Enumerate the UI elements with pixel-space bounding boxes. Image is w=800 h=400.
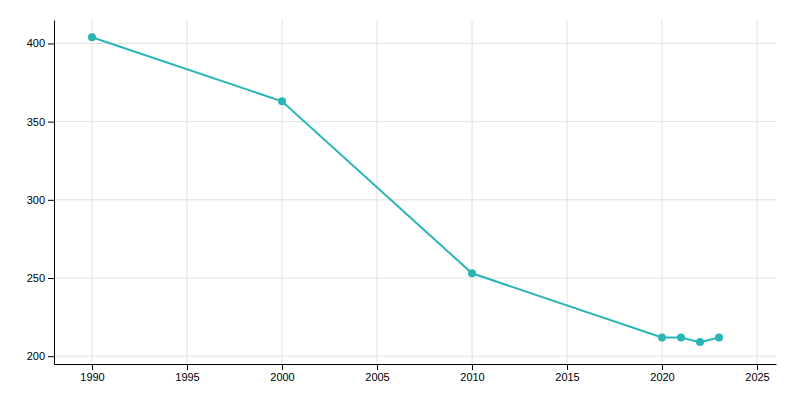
grid-line-y	[54, 43, 776, 44]
grid-line-y	[54, 199, 776, 200]
tick-mark	[48, 43, 54, 44]
chart-svg: 1990 1995 2000 2005 2010 2015 2020 2025 200 250 30…	[0, 0, 800, 400]
marker	[696, 338, 704, 346]
tick: 350	[27, 116, 54, 128]
axis-line	[54, 21, 55, 365]
tick-mark	[757, 364, 758, 370]
grid-line-x	[282, 20, 283, 364]
tick-label: 250	[27, 272, 45, 284]
tick-label: 300	[27, 194, 45, 206]
tick: 1995	[175, 364, 199, 383]
tick-label: 1995	[175, 371, 199, 383]
tick-mark	[662, 364, 663, 370]
marker	[468, 269, 476, 277]
grid-line-y	[54, 356, 776, 357]
tick: 2025	[745, 364, 769, 383]
grid-line-x	[567, 20, 568, 364]
grid-line-x	[92, 20, 93, 364]
tick-label: 350	[27, 116, 45, 128]
grid-line-x	[187, 20, 188, 364]
marker	[677, 333, 685, 341]
series	[88, 33, 723, 346]
tick-label: 2010	[460, 371, 484, 383]
marker	[278, 97, 286, 105]
tick-label: 2005	[365, 371, 389, 383]
y-axis: 200 250 300 350 400	[27, 21, 55, 365]
grid	[54, 20, 776, 364]
marker	[88, 33, 96, 41]
tick-mark	[377, 364, 378, 370]
tick-mark	[48, 122, 54, 123]
tick: 1990	[80, 364, 104, 383]
marker	[658, 333, 666, 341]
tick-mark	[567, 364, 568, 370]
tick-mark	[472, 364, 473, 370]
tick: 2020	[650, 364, 674, 383]
tick-mark	[48, 200, 54, 201]
tick-label: 2020	[650, 371, 674, 383]
tick-label: 200	[27, 350, 45, 362]
tick-mark	[48, 356, 54, 357]
tick-mark	[282, 364, 283, 370]
tick: 2010	[460, 364, 484, 383]
grid-line-x	[757, 20, 758, 364]
tick: 300	[27, 194, 54, 206]
marker	[715, 333, 723, 341]
tick-label: 400	[27, 37, 45, 49]
tick: 400	[27, 37, 54, 49]
axis-line	[55, 364, 777, 365]
tick: 2015	[555, 364, 579, 383]
tick-label: 2015	[555, 371, 579, 383]
tick-label: 2025	[745, 371, 769, 383]
tick-mark	[187, 364, 188, 370]
grid-line-x	[472, 20, 473, 364]
line	[92, 37, 719, 342]
tick: 200	[27, 350, 54, 362]
tick: 2005	[365, 364, 389, 383]
tick-mark	[48, 278, 54, 279]
tick-label: 2000	[270, 371, 294, 383]
grid-line-y	[54, 121, 776, 122]
tick: 250	[27, 272, 54, 284]
grid-line-x	[662, 20, 663, 364]
tick-label: 1990	[80, 371, 104, 383]
grid-line-y	[54, 278, 776, 279]
x-axis: 1990 1995 2000 2005 2010 2015 2020 2025	[55, 364, 777, 383]
tick-mark	[92, 364, 93, 370]
tick: 2000	[270, 364, 294, 383]
plot-area: 1990 1995 2000 2005 2010 2015 2020 2025 200 250 30…	[27, 20, 777, 383]
chart-container: 1990 1995 2000 2005 2010 2015 2020 2025 200 250 30…	[0, 0, 800, 400]
grid-line-x	[377, 20, 378, 364]
